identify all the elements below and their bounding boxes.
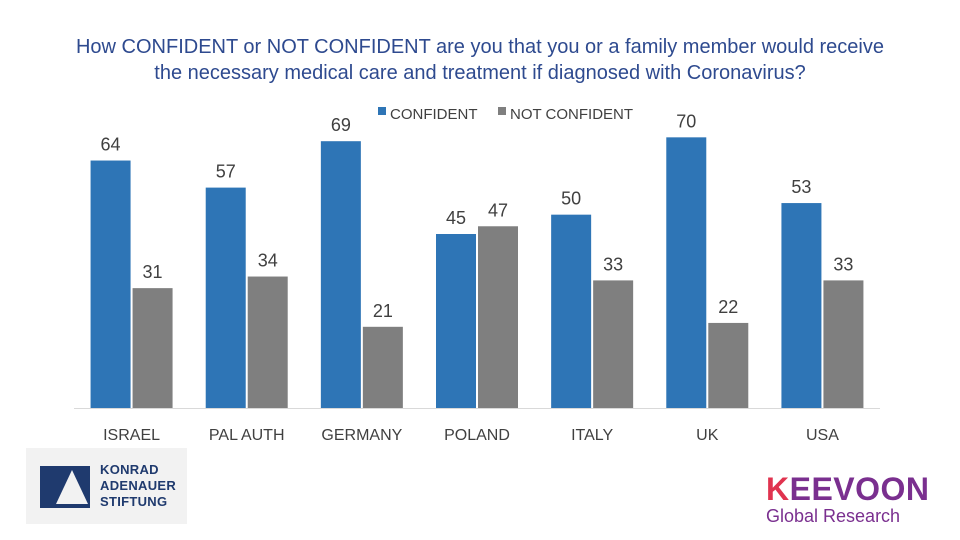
data-label: 31: [143, 262, 163, 282]
data-label: 33: [603, 254, 623, 274]
chart-title: How CONFIDENT or NOT CONFIDENT are you t…: [0, 34, 960, 86]
keevoon-subtitle: Global Research: [766, 506, 901, 526]
bar-not-confident-usa: [823, 280, 864, 408]
bar-confident-pal-auth: [205, 187, 246, 408]
keevoon-brand-rest: EEVOON: [789, 471, 930, 507]
bar-not-confident-uk: [708, 322, 749, 408]
bar-not-confident-israel: [132, 288, 173, 408]
x-tick-label: GERMANY: [321, 427, 402, 444]
data-label: 21: [373, 301, 393, 321]
x-tick-label: POLAND: [444, 427, 510, 444]
konrad-adenauer-logo: KONRAD ADENAUER STIFTUNG: [26, 448, 187, 524]
chart-title-line-2: the necessary medical care and treatment…: [154, 62, 806, 84]
data-label: 57: [216, 162, 236, 182]
bar-confident-germany: [320, 141, 361, 408]
x-tick-label: ISRAEL: [103, 427, 160, 444]
bar-confident-israel: [90, 160, 131, 408]
x-tick-label: UK: [696, 427, 719, 444]
logo-left-line-3: STIFTUNG: [100, 494, 168, 509]
legend-swatch-not-confident: [498, 107, 506, 115]
data-label: 53: [791, 177, 811, 197]
bar-confident-uk: [666, 137, 707, 409]
logo-left-line-1: KONRAD: [100, 462, 159, 477]
keevoon-brand-k: K: [766, 471, 790, 507]
data-label: 33: [833, 254, 853, 274]
bar-not-confident-germany: [362, 326, 403, 408]
chart-title-line-1: How CONFIDENT or NOT CONFIDENT are you t…: [75, 36, 884, 58]
bar-not-confident-pal-auth: [247, 276, 288, 408]
data-label: 47: [488, 200, 508, 220]
bar-confident-italy: [551, 214, 592, 408]
data-label: 34: [258, 251, 278, 271]
data-label: 64: [101, 135, 121, 155]
data-label: 50: [561, 189, 581, 209]
data-label: 22: [718, 297, 738, 317]
bar-not-confident-poland: [478, 226, 518, 408]
x-tick-label: ITALY: [571, 427, 613, 444]
bar-confident-usa: [781, 203, 822, 408]
x-tick-label: PAL AUTH: [209, 427, 285, 444]
konrad-adenauer-mark-icon: [40, 466, 90, 508]
legend-label-confident: CONFIDENT: [390, 106, 478, 123]
bar-confident-poland: [436, 234, 476, 408]
bar-not-confident-italy: [593, 280, 634, 408]
x-tick-label: USA: [806, 427, 839, 444]
data-label: 45: [446, 208, 466, 228]
legend-label-not-confident: NOT CONFIDENT: [510, 106, 633, 123]
logo-left-line-2: ADENAUER: [100, 478, 177, 493]
legend-swatch-confident: [378, 107, 386, 115]
data-label: 69: [331, 115, 351, 135]
keevoon-brand: KEEVOON: [766, 472, 936, 506]
data-label: 70: [676, 111, 696, 131]
keevoon-logo: KEEVOON Global Research: [766, 472, 936, 528]
